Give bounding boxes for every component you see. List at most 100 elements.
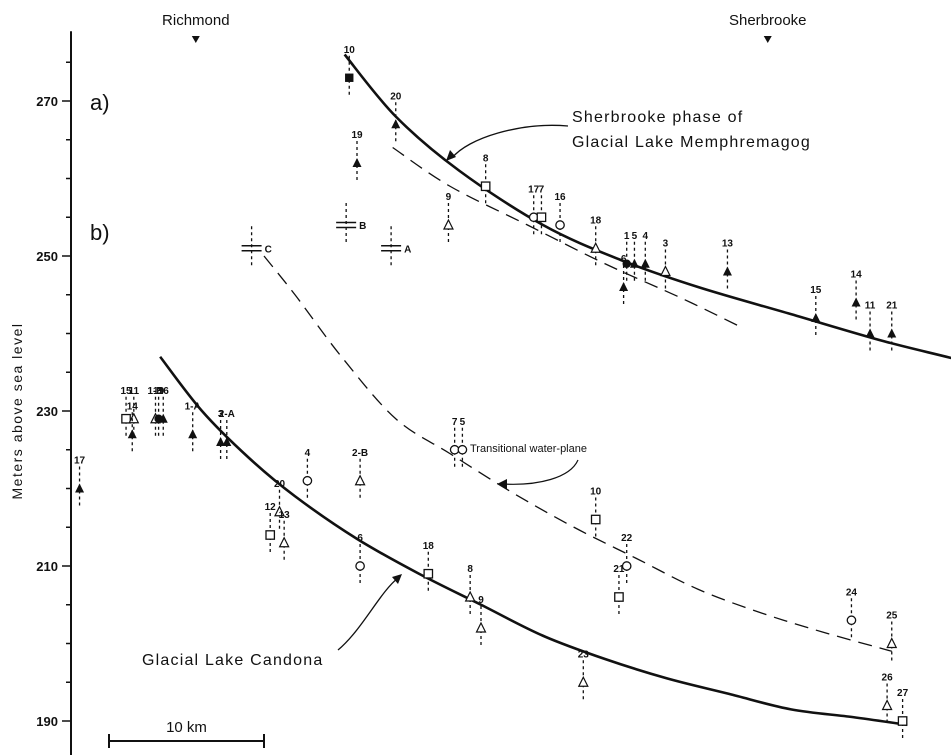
triangle-open-marker [354,474,366,486]
point-label: 5 [460,417,466,428]
data-point: 23 [577,649,590,703]
point-label: 14 [851,270,863,281]
point-label: 15 [120,386,132,397]
triangle-open-marker [128,412,140,424]
data-point: 14 [851,270,863,323]
triangle-open-marker [274,505,285,517]
triangle-open-marker [881,699,893,711]
circle-open-marker [846,615,857,626]
triangle-open-marker [659,265,671,277]
point-label: 20 [274,479,286,490]
data-point: A [381,226,411,269]
circle-filled-marker [622,259,631,268]
point-label: 2-A [219,409,235,420]
data-point: 7 [449,417,460,470]
data-point: 3 [216,409,226,462]
point-label: 3 [218,409,224,420]
point-label: 9 [478,595,484,606]
circle-open-marker [302,475,313,486]
data-points: 102019891771618154631315141121122ABC1511… [74,45,909,741]
point-label: 12 [265,502,277,513]
data-point: 17 [74,456,86,509]
square-open-marker [590,514,601,525]
triangle-filled-marker [391,119,401,129]
data-point: 4 [640,231,650,284]
point-label: C [265,244,272,255]
annotation-candona: Glacial Lake Candona [142,652,323,669]
point-label: B [359,221,366,232]
point-label: 18 [423,541,435,552]
data-point: 7 [536,184,547,238]
point-label: 9 [446,192,452,203]
data-point: 5 [629,231,639,284]
triangle-filled-marker [222,437,232,446]
annotation-transitional: Transitional water-plane [470,443,587,455]
point-label: 23 [578,649,590,660]
circle-filled-marker [154,414,163,423]
triangle-filled-marker [640,258,650,268]
location-label: Richmond [162,12,230,29]
circle-open-marker [621,561,632,571]
point-label: 5 [632,231,638,242]
annotation-arrow [337,577,399,651]
data-point: 25 [886,611,898,664]
data-point: 12 [265,502,277,555]
data-point: 9 [442,192,454,245]
point-label: 16 [554,192,566,203]
triangle-open-marker [590,241,602,253]
point-label: 19 [351,130,363,141]
data-point: 19 [351,130,363,183]
y-tick-label: 230 [36,404,58,419]
triangle-filled-marker [629,258,639,268]
y-tick-label: 250 [36,249,58,264]
triangle-filled-marker [216,437,226,446]
data-point: 6 [355,533,365,586]
data-point: 13 [278,510,290,563]
y-axis-label: Meters above sea level [9,323,25,500]
point-label: 24 [846,587,858,598]
point-label: 4 [305,448,311,459]
location-arrow [763,36,772,43]
square-filled-marker [345,73,354,82]
data-point: 20 [274,479,286,532]
square-open-marker [614,592,624,602]
point-label: 17 [74,456,86,467]
data-point: 20 [390,91,402,145]
location-arrow [191,36,200,43]
point-label: 15 [810,285,822,296]
triangle-open-marker [442,218,454,230]
data-point: B [336,203,366,245]
triangle-open-marker [577,675,589,687]
shoreline-solid [159,355,908,727]
annotation-memphremagog: Sherbrooke phase of [572,109,743,126]
annotation-arrowhead [392,574,402,584]
point-label: 7 [539,184,545,195]
triangle-open-marker [278,536,290,548]
data-point: 19 [153,386,165,439]
data-point: 2-A [219,409,235,462]
data-point: 8 [480,153,491,207]
point-label: 4 [643,231,649,242]
point-label: 17 [528,184,540,195]
triangle-filled-marker [887,328,897,338]
point-label: 26 [882,673,894,684]
triangle-filled-marker [75,483,85,493]
point-label: 16 [158,386,170,397]
data-point: C [241,226,272,269]
data-point: 22 [621,533,633,586]
data-point: 18 [423,541,435,594]
triangle-filled-marker [188,429,198,439]
y-tick-label: 210 [36,559,58,574]
annotation-arrow [451,124,569,159]
point-label: 2-B [352,448,368,459]
point-label: 1-B [147,386,163,397]
y-axis: 190 210 230 250 270 Meters above sea level [9,31,72,755]
y-tick-label: 270 [36,94,58,109]
data-point: 1 [622,231,631,284]
shoreline-curves [159,53,951,727]
point-label: 10 [344,45,356,56]
triangle-filled-marker [811,313,821,322]
triangle-filled-marker [127,429,137,439]
point-label: 6 [357,533,363,544]
triangle-filled-marker [352,158,362,167]
